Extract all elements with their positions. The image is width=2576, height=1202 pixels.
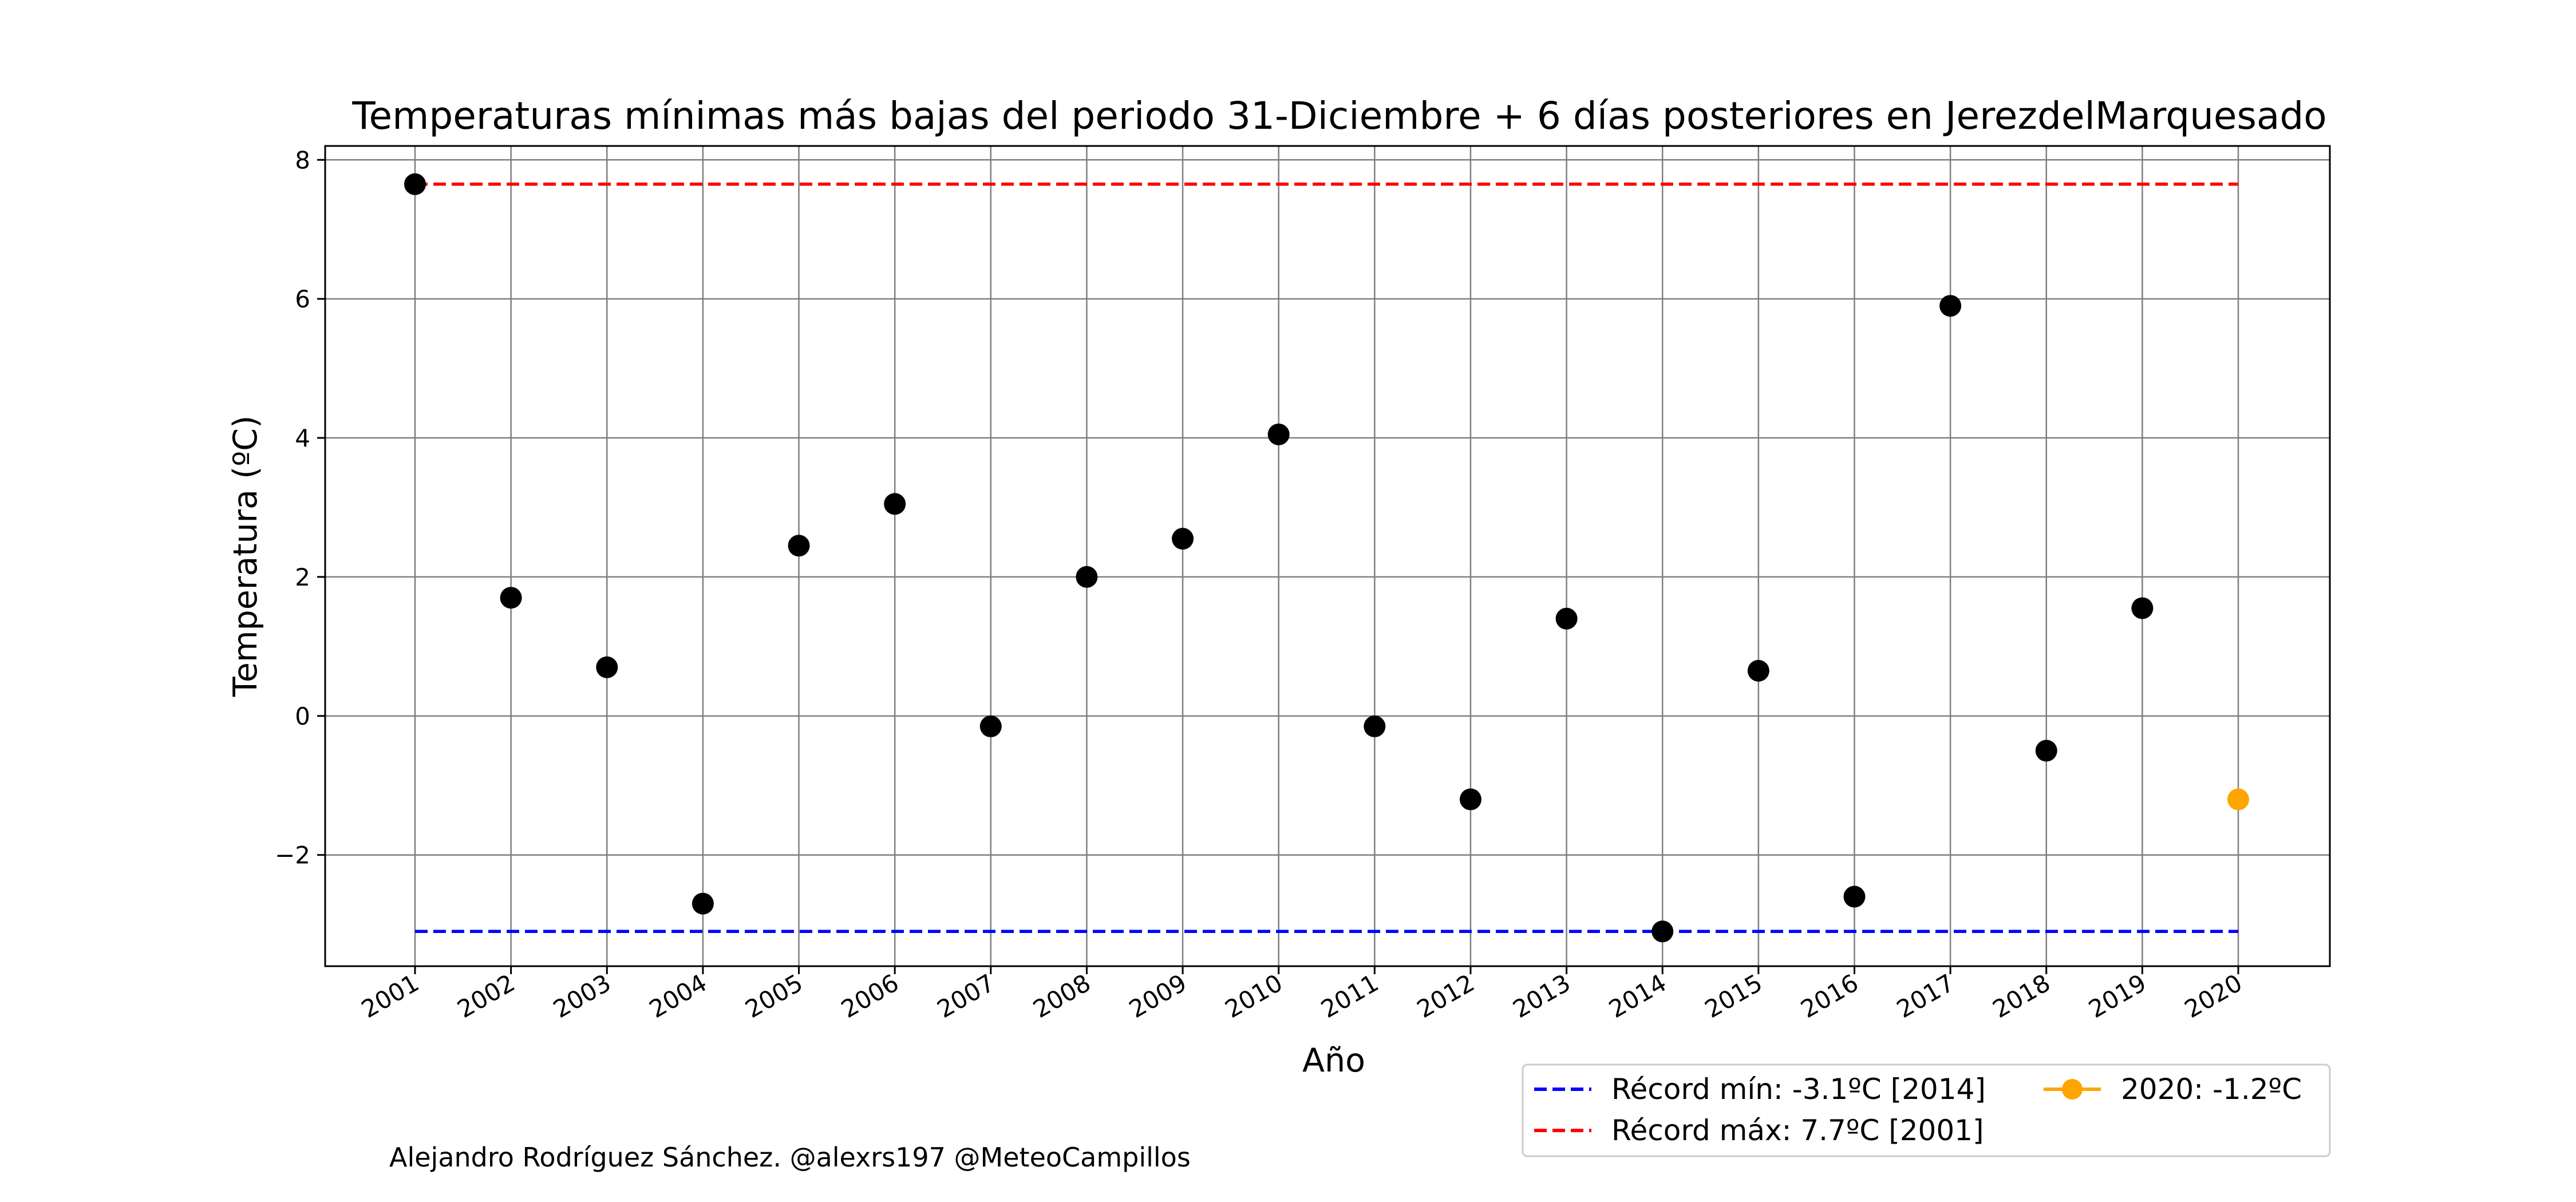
data-point-2006 bbox=[884, 493, 906, 515]
data-point-2002 bbox=[500, 587, 522, 609]
y-tick-label-1: 6 bbox=[295, 285, 310, 313]
data-point-2017 bbox=[1939, 295, 1962, 317]
data-point-2012 bbox=[1459, 788, 1481, 810]
legend-box bbox=[1522, 1063, 2331, 1157]
x-tick-label-2011: 2011 bbox=[1316, 968, 1383, 1023]
y-tick-label-3: 2 bbox=[295, 563, 310, 591]
x-tick-label-2013: 2013 bbox=[1508, 968, 1575, 1023]
y-tick-label-4: 0 bbox=[295, 702, 310, 730]
y-axis-label: Temperatura (ºC) bbox=[227, 416, 264, 697]
data-point-2010 bbox=[1267, 423, 1290, 445]
legend-2020-marker bbox=[2062, 1079, 2083, 1100]
x-tick-label-2012: 2012 bbox=[1412, 968, 1479, 1023]
legend-2020-label: 2020: -1.2ºC bbox=[2121, 1073, 2302, 1106]
plot-frame bbox=[324, 145, 2331, 967]
x-tick-label-2007: 2007 bbox=[933, 968, 999, 1023]
data-point-2011 bbox=[1364, 715, 1386, 738]
x-tick-label-2010: 2010 bbox=[1220, 968, 1287, 1023]
legend-record-min-label: Récord mín: -3.1ºC [2014] bbox=[1611, 1073, 1986, 1106]
data-point-2016 bbox=[1843, 885, 1866, 908]
x-tick-label-2002: 2002 bbox=[453, 968, 520, 1023]
data-point-2001 bbox=[404, 173, 426, 195]
grid bbox=[325, 146, 2330, 966]
legend-record-max-label: Récord máx: 7.7ºC [2001] bbox=[1611, 1114, 1984, 1147]
data-points bbox=[404, 173, 2249, 943]
x-axis-label: Año bbox=[1302, 1042, 1365, 1080]
data-point-2003 bbox=[596, 656, 618, 678]
reference-lines bbox=[415, 183, 2238, 934]
data-point-2008 bbox=[1076, 566, 1098, 588]
x-tick-label-2005: 2005 bbox=[740, 968, 807, 1023]
data-point-2018 bbox=[2035, 740, 2057, 762]
data-point-2005 bbox=[788, 535, 810, 557]
x-tick-label-2018: 2018 bbox=[1988, 968, 2055, 1023]
x-tick-label-2001: 2001 bbox=[357, 968, 424, 1023]
y-tick-label-2: 4 bbox=[295, 424, 310, 452]
x-tick-label-2006: 2006 bbox=[836, 968, 903, 1023]
x-tick-label-2017: 2017 bbox=[1892, 968, 1959, 1023]
x-tick-label-2003: 2003 bbox=[548, 968, 615, 1023]
data-point-2013 bbox=[1555, 607, 1578, 630]
x-tick-label-2008: 2008 bbox=[1028, 968, 1095, 1023]
data-point-2014 bbox=[1652, 920, 1674, 943]
x-tick-label-2004: 2004 bbox=[645, 968, 712, 1023]
y-tick-label-5: −2 bbox=[275, 841, 310, 869]
data-point-2015 bbox=[1747, 659, 1769, 682]
y-tick-label-0: 8 bbox=[295, 146, 310, 174]
data-point-2004 bbox=[692, 892, 714, 915]
x-tick-label-2019: 2019 bbox=[2084, 968, 2151, 1023]
data-point-2020 bbox=[2227, 788, 2249, 810]
legend: Récord mín: -3.1ºC [2014] Récord máx: 7.… bbox=[1522, 1063, 2331, 1157]
data-point-2009 bbox=[1172, 528, 1194, 550]
x-tick-label-2020: 2020 bbox=[2180, 968, 2247, 1023]
chart-title: Temperaturas mínimas más bajas del perio… bbox=[351, 94, 2326, 138]
x-tick-label-2014: 2014 bbox=[1604, 968, 1671, 1023]
x-tick-label-2015: 2015 bbox=[1700, 968, 1767, 1023]
y-axis: 8 6 4 2 0 −2 bbox=[275, 146, 325, 869]
x-tick-label-2016: 2016 bbox=[1796, 968, 1863, 1023]
x-tick-label-2009: 2009 bbox=[1124, 968, 1191, 1023]
credit-text: Alejandro Rodríguez Sánchez. @alexrs197 … bbox=[389, 1142, 1191, 1173]
data-point-2007 bbox=[979, 715, 1002, 738]
x-axis: 2001 2002 2003 2004 2005 2006 2007 2008 2009 2010… bbox=[357, 966, 2247, 1023]
data-point-2019 bbox=[2131, 597, 2154, 619]
